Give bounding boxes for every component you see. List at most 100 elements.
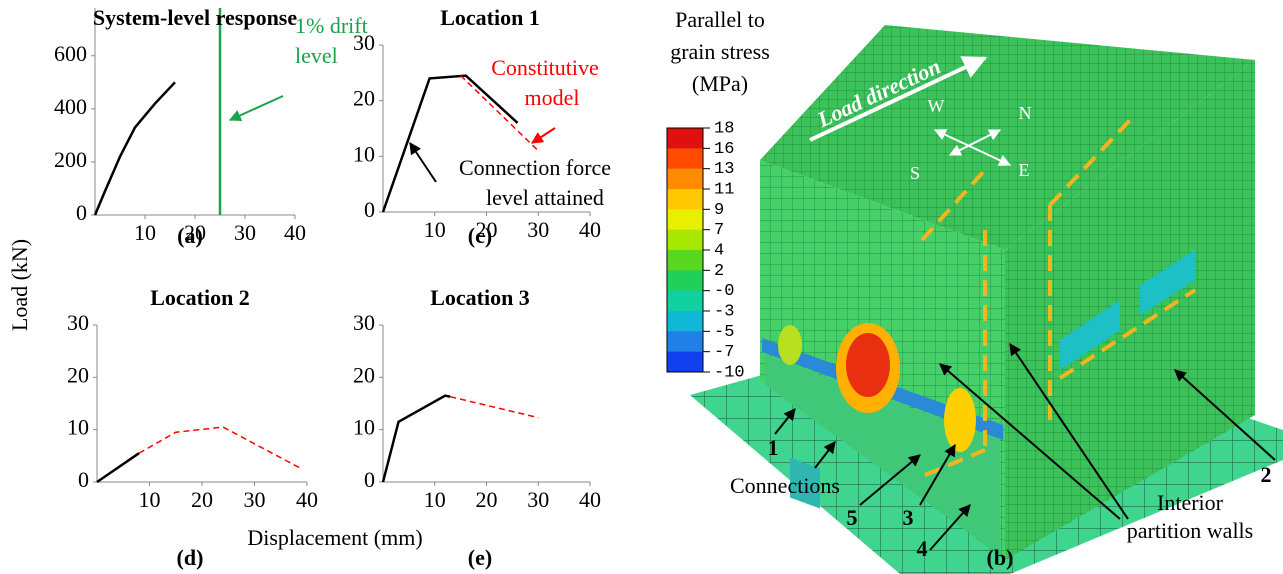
y-tick-label: 20 <box>353 362 375 387</box>
y-axis-label: Load (kN) <box>7 239 32 331</box>
x-tick-label: 10 <box>424 217 446 242</box>
colorbar-band <box>667 270 703 292</box>
colorbar-band <box>667 168 703 190</box>
y-tick-label: 10 <box>67 415 89 440</box>
marker-label: 3 <box>903 505 914 530</box>
colorbar-title: grain stress <box>670 39 770 64</box>
x-tick-label: 40 <box>284 220 306 245</box>
arrow <box>530 127 556 144</box>
x-tick-label: 10 <box>134 220 156 245</box>
compass-label: S <box>910 163 920 183</box>
x-tick-label: 30 <box>527 217 549 242</box>
colorbar-band <box>667 209 703 231</box>
connections-label: Connections <box>730 473 840 498</box>
panel-label: (b) <box>987 545 1014 570</box>
colorbar-band <box>667 311 703 332</box>
y-tick-label: 0 <box>78 467 89 492</box>
panel-label: (c) <box>468 223 492 248</box>
colorbar-band <box>667 250 703 271</box>
colorbar-label: 9 <box>714 201 724 220</box>
colorbar-label: 7 <box>714 221 724 240</box>
annotation: model <box>525 85 580 110</box>
y-tick-label: 400 <box>54 94 87 119</box>
x-axis-label: Displacement (mm) <box>247 525 422 550</box>
colorbar-label: 13 <box>714 160 734 179</box>
x-tick-label: 10 <box>424 487 446 512</box>
x-tick-label: 40 <box>296 487 318 512</box>
arrow <box>228 95 284 122</box>
data-line <box>460 75 539 152</box>
arrow <box>409 142 437 183</box>
colorbar-label: 16 <box>714 140 734 159</box>
data-line <box>93 81 176 216</box>
colorbar-label: -5 <box>714 323 734 342</box>
y-tick-label: 200 <box>54 147 87 172</box>
marker-label: 2 <box>1261 462 1272 487</box>
y-tick-label: 20 <box>67 362 89 387</box>
colorbar-label: -3 <box>714 302 734 321</box>
colorbar-band <box>667 331 703 353</box>
marker-label: 4 <box>917 536 928 561</box>
x-tick-label: 40 <box>579 487 601 512</box>
chart-title: Location 2 <box>150 285 250 310</box>
y-tick-label: 30 <box>353 30 375 55</box>
colorbar-band <box>667 290 703 312</box>
colorbar-band <box>667 148 703 170</box>
compass-label: E <box>1019 160 1030 180</box>
colorbar-label: 11 <box>714 180 734 199</box>
marker-label: 5 <box>847 505 858 530</box>
walls-label: Interior <box>1157 490 1224 515</box>
model-render <box>690 25 1283 574</box>
marker-label: 1 <box>768 435 779 460</box>
x-tick-label: 20 <box>476 487 498 512</box>
x-tick-label: 20 <box>191 487 213 512</box>
x-tick-label: 40 <box>579 217 601 242</box>
y-tick-label: 20 <box>353 86 375 111</box>
compass-label: N <box>1019 103 1032 123</box>
colorbar-label: 4 <box>714 241 724 260</box>
colorbar-title: Parallel to <box>675 7 765 32</box>
colorbar-band <box>667 351 703 373</box>
colorbar-label: 18 <box>714 119 734 138</box>
panel-label: (d) <box>177 545 204 570</box>
colorbar-label: 2 <box>714 262 724 281</box>
colorbar-label: -0 <box>714 282 734 301</box>
y-tick-label: 10 <box>353 415 375 440</box>
panel-label: (a) <box>177 223 203 248</box>
compass-label: W <box>928 96 945 116</box>
panel-label: (e) <box>468 545 492 570</box>
x-tick-label: 30 <box>244 487 266 512</box>
x-tick-label: 20 <box>184 220 206 245</box>
annotation: Connection force <box>459 155 611 180</box>
annotation: Constitutive <box>491 55 599 80</box>
annotation: level <box>295 43 338 68</box>
colorbar-band <box>667 189 703 210</box>
walls-label: partition walls <box>1127 518 1253 543</box>
data-line <box>381 74 519 213</box>
chart-title: Location 1 <box>440 5 540 30</box>
data-line <box>138 426 303 470</box>
colorbar-band <box>667 229 703 251</box>
data-line <box>96 452 140 484</box>
y-tick-label: 0 <box>364 467 375 492</box>
colorbar-title: (MPa) <box>692 71 748 96</box>
x-tick-label: 20 <box>476 217 498 242</box>
x-tick-label: 10 <box>139 487 161 512</box>
data-line <box>450 395 539 419</box>
y-tick-label: 600 <box>54 41 87 66</box>
chart-title: Location 3 <box>430 285 530 310</box>
chart-title: System-level response <box>93 5 298 30</box>
y-tick-label: 10 <box>353 141 375 166</box>
x-tick-label: 30 <box>234 220 256 245</box>
colorbar-label: -7 <box>714 343 734 362</box>
y-tick-label: 30 <box>353 310 375 335</box>
data-line <box>381 394 451 483</box>
colorbar-band <box>667 128 703 149</box>
y-tick-label: 30 <box>67 310 89 335</box>
annotation: 1% drift <box>295 13 368 38</box>
y-tick-label: 0 <box>364 197 375 222</box>
colorbar-label: -10 <box>714 363 745 382</box>
x-tick-label: 30 <box>527 487 549 512</box>
annotation: level attained <box>486 185 604 210</box>
